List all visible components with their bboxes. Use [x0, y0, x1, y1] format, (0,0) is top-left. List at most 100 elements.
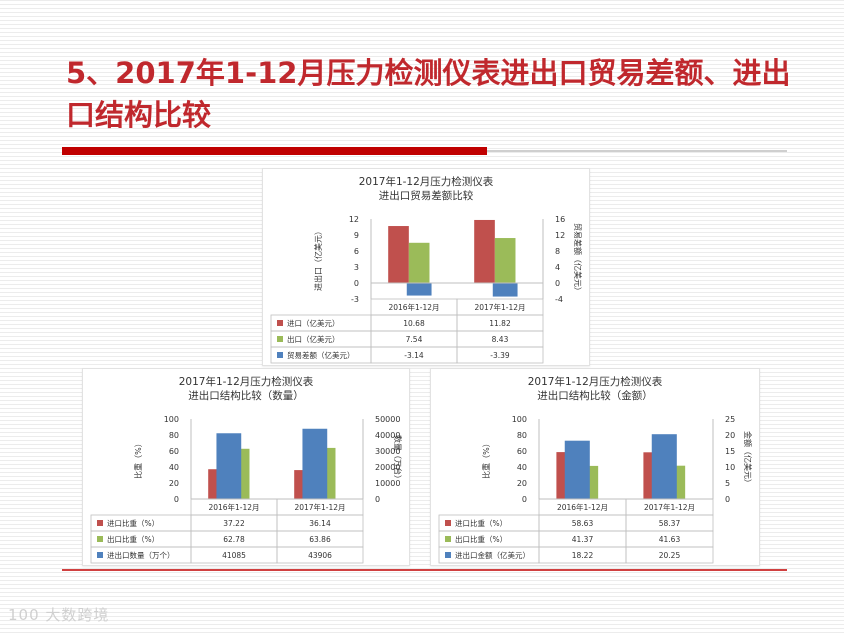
chart0-y-tick-label: 9	[354, 231, 359, 240]
chart1-y-tick-label: 60	[169, 447, 179, 456]
chart2-table-value-cell	[625, 546, 714, 564]
chart2-data-value: 58.63	[572, 519, 594, 528]
value-structure-chart: 2017年1-12月压力检测仪表进出口结构比较（金额）1008060402002…	[438, 375, 753, 564]
chart2-y-tick-label: 20	[517, 479, 527, 488]
chart2-y2-tick-label: 10	[725, 463, 735, 472]
chart1-y-axis-label: 比重（%）	[133, 439, 143, 479]
chart1-y2-axis-label: 数量（万台）	[393, 435, 403, 483]
chart1-legend-swatch	[97, 536, 103, 542]
chart0-legend-swatch	[277, 336, 283, 342]
chart2-y2-tick-label: 20	[725, 431, 735, 440]
chart1-bar-secondary	[302, 428, 328, 499]
trade-balance-chart-panel: 2017年1-12月压力检测仪表 进出口贸易差额比较 12 9 6 3 0 -3 16 12 8 4 0…	[262, 168, 590, 366]
chart0-legend-entry: 进口（亿美元）	[287, 318, 340, 328]
chart1-y-tick-label: 0	[174, 495, 179, 504]
chart1-y2-tick-label: 30000	[375, 447, 400, 456]
chart0-y2-tick-label: 16	[555, 215, 565, 224]
chart2-y-tick-label: 0	[522, 495, 527, 504]
chart0-y-tick-label: 6	[354, 247, 359, 256]
quantity-structure-chart-panel: 2017年1-12月压力检测仪表 进出口结构比较（数量） 100 80 60 40 20 0 5…	[82, 368, 410, 566]
value-structure-chart-panel: 2017年1-12月压力检测仪表 进出口结构比较（金额） 100 80 60 40 20 0 2…	[430, 368, 760, 566]
chart2-y2-tick-label: 0	[725, 495, 730, 504]
chart1-legend-swatch	[97, 552, 103, 558]
chart1-data-value: 36.14	[309, 519, 331, 528]
chart0-data-value: 11.82	[489, 319, 511, 328]
chart1-title-line: 进出口结构比较（数量）	[188, 389, 304, 402]
chart0-data-value: 7.54	[406, 335, 423, 344]
chart2-legend-swatch	[445, 536, 451, 542]
chart0-legend-entry: 贸易差额（亿美元）	[287, 350, 355, 360]
slide-title: 5、2017年1-12月压力检测仪表进出口贸易差额、进出口结构比较	[66, 56, 791, 132]
chart0-bar-import	[474, 219, 495, 283]
title-underline-gray	[487, 150, 787, 152]
chart1-title-line: 2017年1-12月压力检测仪表	[179, 375, 314, 388]
chart1-y-tick-label: 80	[169, 431, 179, 440]
chart0-bar-secondary	[406, 283, 432, 296]
chart0-category-label: 2016年1-12月	[388, 302, 439, 312]
chart1-y-tick-label: 20	[169, 479, 179, 488]
chart0-data-value: -3.39	[490, 351, 510, 360]
chart0-y2-tick-label: 4	[555, 263, 560, 272]
chart2-title-line: 2017年1-12月压力检测仪表	[528, 375, 663, 388]
chart0-bar-secondary	[492, 283, 518, 297]
chart2-data-value: 58.37	[659, 519, 681, 528]
chart1-y2-tick-label: 10000	[375, 479, 400, 488]
chart0-data-value: -3.14	[404, 351, 424, 360]
title-underline-red	[62, 147, 487, 155]
chart1-data-value: 62.78	[223, 535, 245, 544]
chart0-title-line: 进出口贸易差额比较	[379, 189, 474, 202]
chart1-category-label: 2017年1-12月	[294, 502, 345, 512]
chart0-y-axis-label: 进出口（亿美元）	[313, 227, 323, 291]
chart0-legend-swatch	[277, 320, 283, 326]
chart0-category-label: 2017年1-12月	[474, 302, 525, 312]
chart0-title-line: 2017年1-12月压力检测仪表	[359, 175, 494, 188]
chart1-y-tick-label: 40	[169, 463, 179, 472]
chart1-data-value: 43906	[308, 551, 332, 560]
chart0-y-tick-label: -3	[351, 295, 359, 304]
chart2-legend-entry: 进口比重（%）	[455, 518, 507, 528]
chart1-y-tick-label: 100	[164, 415, 179, 424]
watermark-text: 100 大数跨境	[8, 606, 110, 624]
chart1-y2-tick-label: 20000	[375, 463, 400, 472]
chart0-y2-tick-label: -4	[555, 295, 563, 304]
chart2-category-label: 2017年1-12月	[644, 502, 695, 512]
chart1-data-value: 63.86	[309, 535, 331, 544]
chart2-category-label: 2016年1-12月	[557, 502, 608, 512]
chart0-y2-tick-label: 8	[555, 247, 560, 256]
chart2-data-value: 18.22	[572, 551, 594, 560]
chart2-y-axis-label: 比重（%）	[481, 439, 491, 479]
chart2-y2-tick-label: 15	[725, 447, 735, 456]
chart2-y-tick-label: 80	[517, 431, 527, 440]
chart2-data-value: 20.25	[659, 551, 681, 560]
bottom-rule	[62, 569, 787, 571]
chart0-y2-tick-label: 12	[555, 231, 565, 240]
chart0-bar-export	[408, 242, 430, 283]
chart0-data-value: 10.68	[403, 319, 425, 328]
chart1-y2-tick-label: 50000	[375, 415, 400, 424]
chart0-y-tick-label: 0	[354, 279, 359, 288]
chart0-bar-import	[388, 226, 409, 283]
chart1-y2-tick-label: 0	[375, 495, 380, 504]
chart2-data-value: 41.63	[659, 535, 681, 544]
chart1-data-value: 37.22	[223, 519, 245, 528]
chart0-legend-swatch	[277, 352, 283, 358]
chart1-legend-entry: 出口比重（%）	[107, 534, 159, 544]
chart0-y-tick-label: 12	[349, 215, 359, 224]
chart0-data-value: 8.43	[492, 335, 509, 344]
chart1-bar-secondary	[216, 433, 242, 499]
chart2-title-line: 进出口结构比较（金额）	[537, 389, 653, 402]
chart2-y-tick-label: 100	[512, 415, 527, 424]
chart0-y2-axis-label: 贸易差额（亿美元）	[573, 223, 583, 295]
chart2-legend-entry: 进出口金额（亿美元）	[455, 550, 530, 560]
chart0-y2-tick-label: 0	[555, 279, 560, 288]
chart2-y-tick-label: 60	[517, 447, 527, 456]
chart0-legend-entry: 出口（亿美元）	[287, 334, 340, 344]
chart1-legend-entry: 进出口数量（万个）	[107, 550, 175, 560]
chart1-category-label: 2016年1-12月	[208, 502, 259, 512]
chart2-y2-axis-label: 金额（亿美元）	[743, 431, 753, 487]
chart2-bar-secondary	[651, 434, 677, 499]
chart2-y2-tick-label: 25	[725, 415, 735, 424]
chart2-y-tick-label: 40	[517, 463, 527, 472]
